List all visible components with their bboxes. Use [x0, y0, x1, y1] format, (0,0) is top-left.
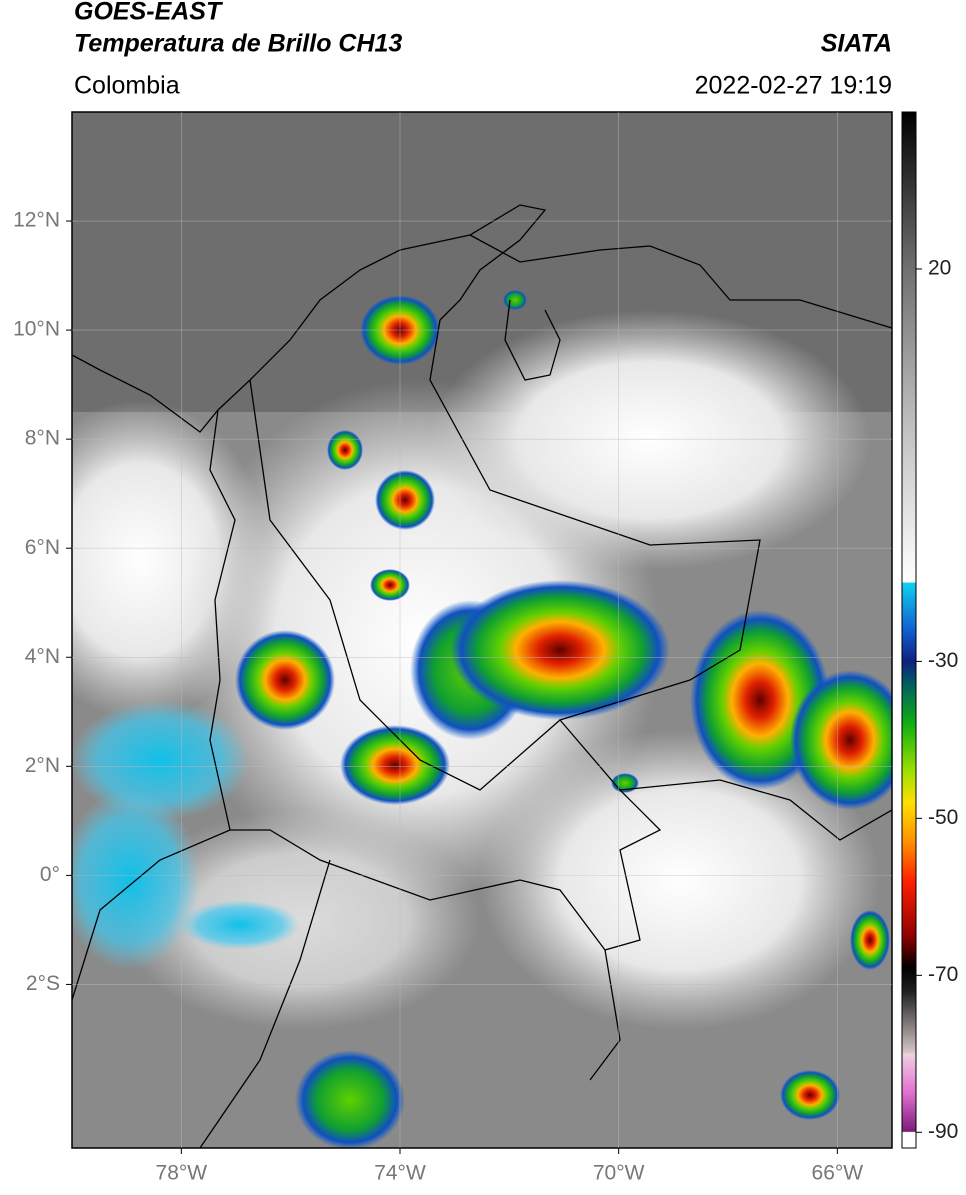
colorbar-tick-label: -50	[928, 806, 958, 829]
y-tick-label: 4°N	[25, 645, 60, 668]
source: SIATA	[821, 30, 892, 58]
x-tick-label: 70°W	[593, 1162, 645, 1185]
colorbar-tick-label: -30	[928, 649, 958, 672]
colorbar-tick-label: -70	[928, 963, 958, 986]
y-tick-label: 2°N	[25, 754, 60, 777]
colorbar-tick-label: -90	[928, 1120, 958, 1143]
grid: 78°W 74°W 70°W 66°W 12°N 10°N 8°N 6°N 4°N 2°N 0° 2°…	[13, 112, 892, 1185]
y-tick-label: 0°	[40, 863, 60, 886]
y-tick-label: 10°N	[13, 318, 60, 341]
x-tick-label: 78°W	[156, 1162, 208, 1185]
colorbar-fill	[901, 111, 917, 1149]
datetime: 2022-02-27 19:19	[695, 72, 892, 100]
y-tick-label: 6°N	[25, 536, 60, 559]
y-tick-label: 2°S	[26, 972, 60, 995]
y-tick-label: 8°N	[25, 427, 60, 450]
colorbar: 20 -30 -50 -70 -90	[901, 111, 958, 1149]
map-frame	[71, 111, 893, 1149]
colorbar-tick-label: 20	[928, 257, 951, 280]
title: GOES-EAST	[74, 0, 224, 26]
satellite-image	[72, 112, 892, 1148]
x-tick-label: 66°W	[812, 1162, 864, 1185]
subtitle: Temperatura de Brillo CH13	[74, 30, 402, 58]
x-tick-label: 74°W	[374, 1162, 426, 1185]
region: Colombia	[74, 72, 180, 100]
y-tick-label: 12°N	[13, 209, 60, 232]
